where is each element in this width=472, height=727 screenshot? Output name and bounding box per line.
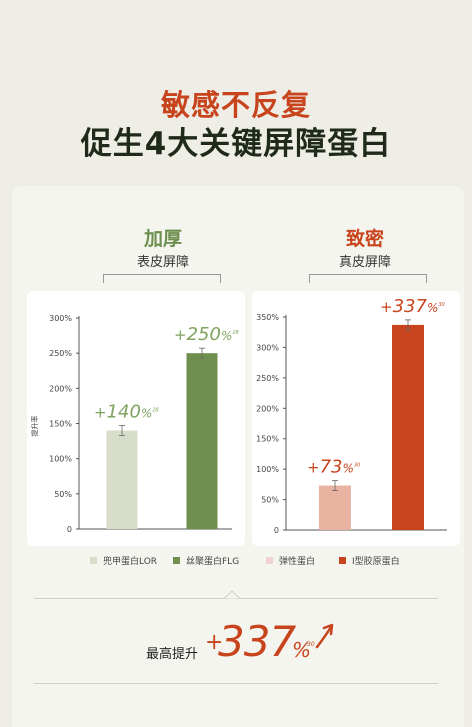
headline-line1: 敏感不反复	[160, 88, 311, 122]
y-tick-label: 150%	[256, 435, 279, 444]
legend-swatch-collagen	[339, 557, 346, 564]
y-tick-label: 100%	[256, 465, 279, 474]
legend-label-flg: 丝聚蛋白FLG	[186, 557, 240, 567]
y-tick-label: 300%	[49, 314, 72, 323]
chart-dermal: 0 50% 100% 150% 200% 250% 300% 350% +73%30 +337%3…	[256, 296, 447, 535]
y-axis-label: 提升率	[30, 416, 39, 437]
data-label: +337%30	[380, 296, 445, 317]
y-tick-label: 0	[67, 525, 72, 534]
legend-swatch-elastin	[266, 557, 273, 564]
legend-item-flg: 丝聚蛋白FLG	[173, 554, 239, 567]
group-bracket-dermal	[309, 274, 427, 283]
group-title-epidermal: 加厚	[143, 228, 182, 250]
legend-label-lor: 兜甲蛋白LOR	[103, 557, 158, 567]
y-tick-label: 50%	[54, 490, 72, 499]
headline-line2: 促生4大关键屏障蛋白	[80, 126, 392, 162]
y-tick-label: 50%	[261, 496, 279, 505]
y-tick-label: 200%	[49, 384, 72, 393]
bar	[319, 485, 351, 530]
group-subtitle-epidermal: 表皮屏障	[136, 255, 189, 270]
summary-label: 最高提升	[146, 647, 199, 662]
bar	[392, 324, 424, 530]
y-tick-label: 100%	[49, 455, 72, 464]
summary-divider-bottom	[34, 683, 438, 684]
group-title-dermal: 致密	[345, 228, 384, 250]
y-tick-label: 250%	[256, 374, 279, 383]
bar	[186, 353, 218, 529]
y-tick-label: 200%	[256, 404, 279, 413]
legend-swatch-flg	[173, 557, 180, 564]
y-tick-label: 0	[274, 526, 279, 535]
y-tick-label: 150%	[49, 420, 72, 429]
legend-label-elastin: 弹性蛋白	[279, 557, 316, 567]
summary-note: 30	[307, 641, 315, 648]
divider-notch-icon	[224, 590, 240, 599]
legend-swatch-lor	[90, 557, 97, 564]
legend-item-elastin: 弹性蛋白	[266, 554, 315, 567]
chart-panel-dermal: 0 50% 100% 150% 200% 250% 300% 350% +73%30 +337%3…	[252, 291, 460, 546]
legend-item-collagen: I型胶原蛋白	[339, 554, 400, 567]
legend-item-lor: 兜甲蛋白LOR	[90, 554, 157, 567]
data-label: +73%30	[307, 457, 360, 478]
y-tick-label: 250%	[49, 349, 72, 358]
summary-unit: %	[292, 638, 312, 662]
data-label: +140%28	[94, 402, 159, 423]
legend-label-collagen: I型胶原蛋白	[352, 557, 400, 567]
summary-value: 337	[218, 617, 296, 666]
up-arrow-icon	[315, 623, 334, 649]
group-bracket-epidermal	[103, 274, 221, 283]
chart-epidermal: 0 50% 100% 150% 200% 250% 300% 提升率 +140%28 +250%2…	[30, 314, 239, 534]
chart-panel-epidermal: 0 50% 100% 150% 200% 250% 300% 提升率 +140%28 +250%2…	[27, 291, 245, 546]
y-tick-label: 350%	[256, 313, 279, 322]
y-tick-label: 300%	[256, 343, 279, 352]
group-subtitle-dermal: 真皮屏障	[338, 255, 391, 270]
summary-plus: +	[205, 630, 224, 655]
data-label: +250%28	[174, 324, 239, 345]
bar	[106, 430, 138, 529]
